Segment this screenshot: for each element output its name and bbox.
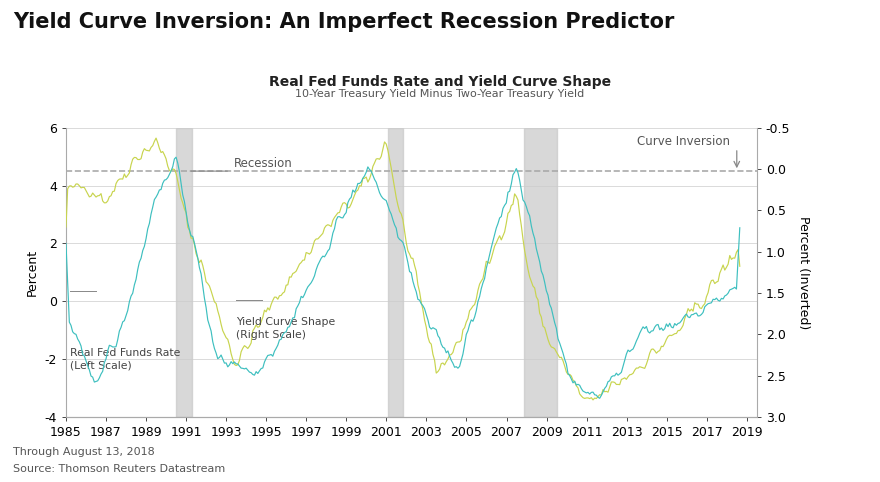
Text: Curve Inversion: Curve Inversion (636, 135, 730, 148)
Text: 10-Year Treasury Yield Minus Two-Year Treasury Yield: 10-Year Treasury Yield Minus Two-Year Tr… (296, 89, 584, 99)
Text: Source: Thomson Reuters Datastream: Source: Thomson Reuters Datastream (13, 464, 225, 474)
Bar (388, 128, 403, 417)
Text: Recession: Recession (234, 157, 293, 170)
Bar (524, 128, 556, 417)
Text: Yield Curve Inversion: An Imperfect Recession Predictor: Yield Curve Inversion: An Imperfect Rece… (13, 12, 675, 32)
Text: Real Fed Funds Rate
(Left Scale): Real Fed Funds Rate (Left Scale) (70, 348, 180, 371)
Y-axis label: Percent: Percent (26, 249, 39, 296)
Bar (176, 128, 192, 417)
Text: Through August 13, 2018: Through August 13, 2018 (13, 447, 155, 457)
Text: Yield Curve Shape
(Right Scale): Yield Curve Shape (Right Scale) (236, 317, 335, 340)
Text: Real Fed Funds Rate and Yield Curve Shape: Real Fed Funds Rate and Yield Curve Shap… (269, 75, 611, 89)
Y-axis label: Percent (Inverted): Percent (Inverted) (796, 216, 810, 329)
